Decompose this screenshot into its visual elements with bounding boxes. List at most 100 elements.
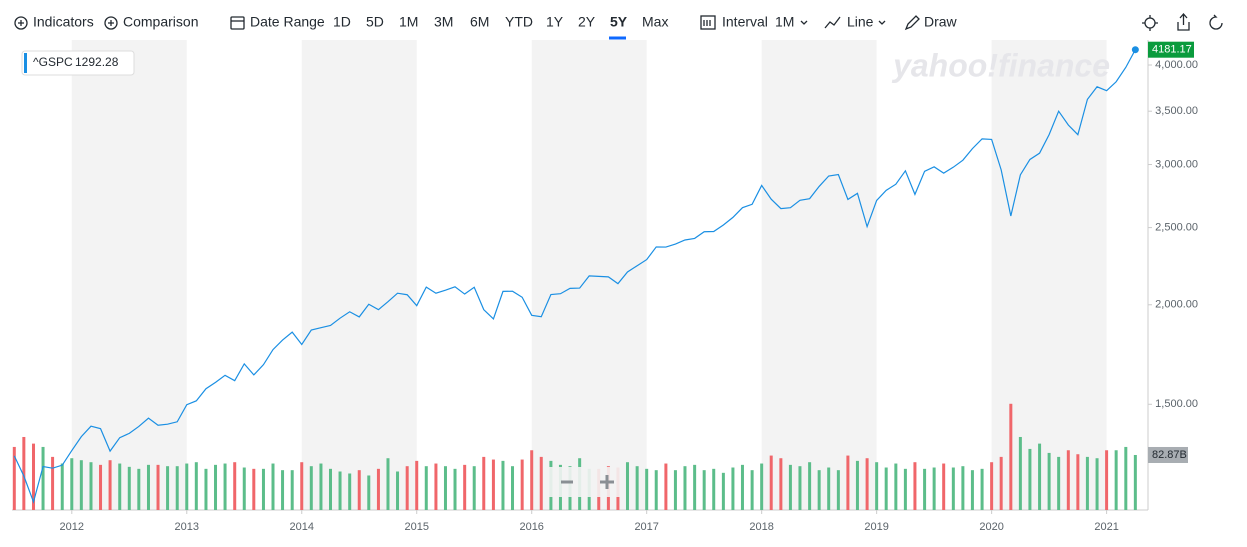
y-tick-label: 2,000.00: [1155, 299, 1198, 311]
volume-bar: [1038, 443, 1042, 510]
interval-value[interactable]: 1M: [775, 14, 794, 30]
volume-bar: [309, 466, 313, 510]
volume-bar: [664, 463, 668, 510]
draw-button[interactable]: Draw: [924, 14, 958, 30]
range-button[interactable]: 6M: [470, 14, 489, 30]
volume-bar: [511, 466, 515, 510]
range-button[interactable]: 2Y: [578, 14, 596, 30]
volume-bar: [520, 459, 524, 510]
interval-label[interactable]: Interval: [722, 14, 768, 30]
volume-label: 82.87B: [1152, 449, 1187, 461]
volume-bar: [415, 460, 419, 510]
volume-bar: [185, 463, 189, 510]
volume-bar: [1009, 403, 1013, 510]
volume-bar: [1105, 450, 1109, 510]
volume-bar: [932, 467, 936, 510]
year-band: [531, 40, 647, 510]
volume-bar: [22, 436, 26, 510]
y-tick-label: 3,000.00: [1155, 158, 1198, 170]
volume-bar: [1095, 458, 1099, 510]
volume-bar: [1028, 448, 1032, 510]
volume-bar: [127, 466, 131, 510]
chart-style-button[interactable]: Line: [847, 14, 874, 30]
volume-bar: [443, 466, 447, 510]
volume-bar: [673, 470, 677, 510]
zoom-controls: [549, 467, 623, 497]
volume-bar: [472, 466, 476, 510]
volume-bar: [175, 466, 179, 510]
volume-bar: [204, 468, 208, 510]
x-tick-label: 2019: [864, 521, 888, 533]
volume-bar: [424, 466, 428, 510]
volume-bar: [635, 466, 639, 510]
volume-bar: [89, 462, 93, 510]
volume-bar: [463, 464, 467, 510]
volume-bar: [712, 468, 716, 510]
volume-bar: [836, 470, 840, 510]
volume-bar: [693, 464, 697, 510]
legend-box: [21, 50, 135, 76]
volume-bar: [434, 463, 438, 510]
volume-bar: [271, 463, 275, 510]
range-button[interactable]: 3M: [434, 14, 453, 30]
x-tick-label: 2014: [290, 521, 314, 533]
volume-bar: [750, 470, 754, 510]
volume-bar: [1114, 450, 1118, 510]
comparison-button[interactable]: Comparison: [123, 14, 198, 30]
range-button[interactable]: 1D: [333, 14, 351, 30]
range-button[interactable]: 5Y: [610, 14, 628, 30]
volume-bar: [338, 471, 342, 510]
volume-bar: [319, 463, 323, 510]
volume-bar: [1018, 436, 1022, 510]
volume-bar: [367, 475, 371, 510]
volume-bar: [990, 462, 994, 510]
volume-bar: [194, 462, 198, 510]
volume-bar: [1085, 456, 1089, 510]
zoom-in[interactable]: [600, 475, 614, 489]
y-tick-label: 2,500.00: [1155, 221, 1198, 233]
volume-bar: [242, 467, 246, 510]
x-tick-label: 2020: [979, 521, 1003, 533]
range-button[interactable]: 1M: [399, 14, 418, 30]
range-button[interactable]: 5D: [366, 14, 384, 30]
legend-swatch: [24, 53, 27, 73]
volume-bar: [942, 463, 946, 510]
indicators-button[interactable]: Indicators: [33, 14, 94, 30]
year-band: [761, 40, 877, 510]
x-tick-label: 2017: [634, 521, 658, 533]
volume-bar: [386, 458, 390, 510]
volume-bar: [357, 470, 361, 510]
volume-bar: [328, 468, 332, 510]
volume-bar: [1124, 446, 1128, 510]
x-tick-label: 2015: [404, 521, 428, 533]
range-button[interactable]: YTD: [505, 14, 533, 30]
volume-bar: [252, 468, 256, 510]
volume-bar: [798, 466, 802, 510]
price-line: [13, 49, 1136, 504]
y-tick-label: 4,000.00: [1155, 59, 1198, 71]
last-price-box: [1148, 41, 1194, 58]
volume-label-box: [1148, 446, 1188, 463]
volume-bar: [166, 466, 170, 510]
volume-bar: [951, 467, 955, 510]
toolbar-icons: [14, 13, 1223, 31]
year-band: [301, 40, 417, 510]
volume-bar: [999, 456, 1003, 510]
year-band: [71, 40, 187, 510]
volume-bar: [1057, 456, 1061, 510]
x-tick-label: 2012: [60, 521, 84, 533]
volume-bar: [51, 456, 55, 510]
volume-bar: [453, 468, 457, 510]
volume-bar: [654, 470, 658, 510]
range-button[interactable]: Max: [642, 14, 668, 30]
volume-bar: [12, 446, 16, 510]
volume-bar: [491, 459, 495, 510]
range-button[interactable]: 1Y: [546, 14, 564, 30]
volume-bar: [156, 464, 160, 510]
volume-bar: [281, 470, 285, 510]
volume-bar: [894, 463, 898, 510]
volume-bar: [137, 468, 141, 510]
volume-bar: [233, 462, 237, 510]
date-range-button[interactable]: Date Range: [250, 14, 325, 30]
